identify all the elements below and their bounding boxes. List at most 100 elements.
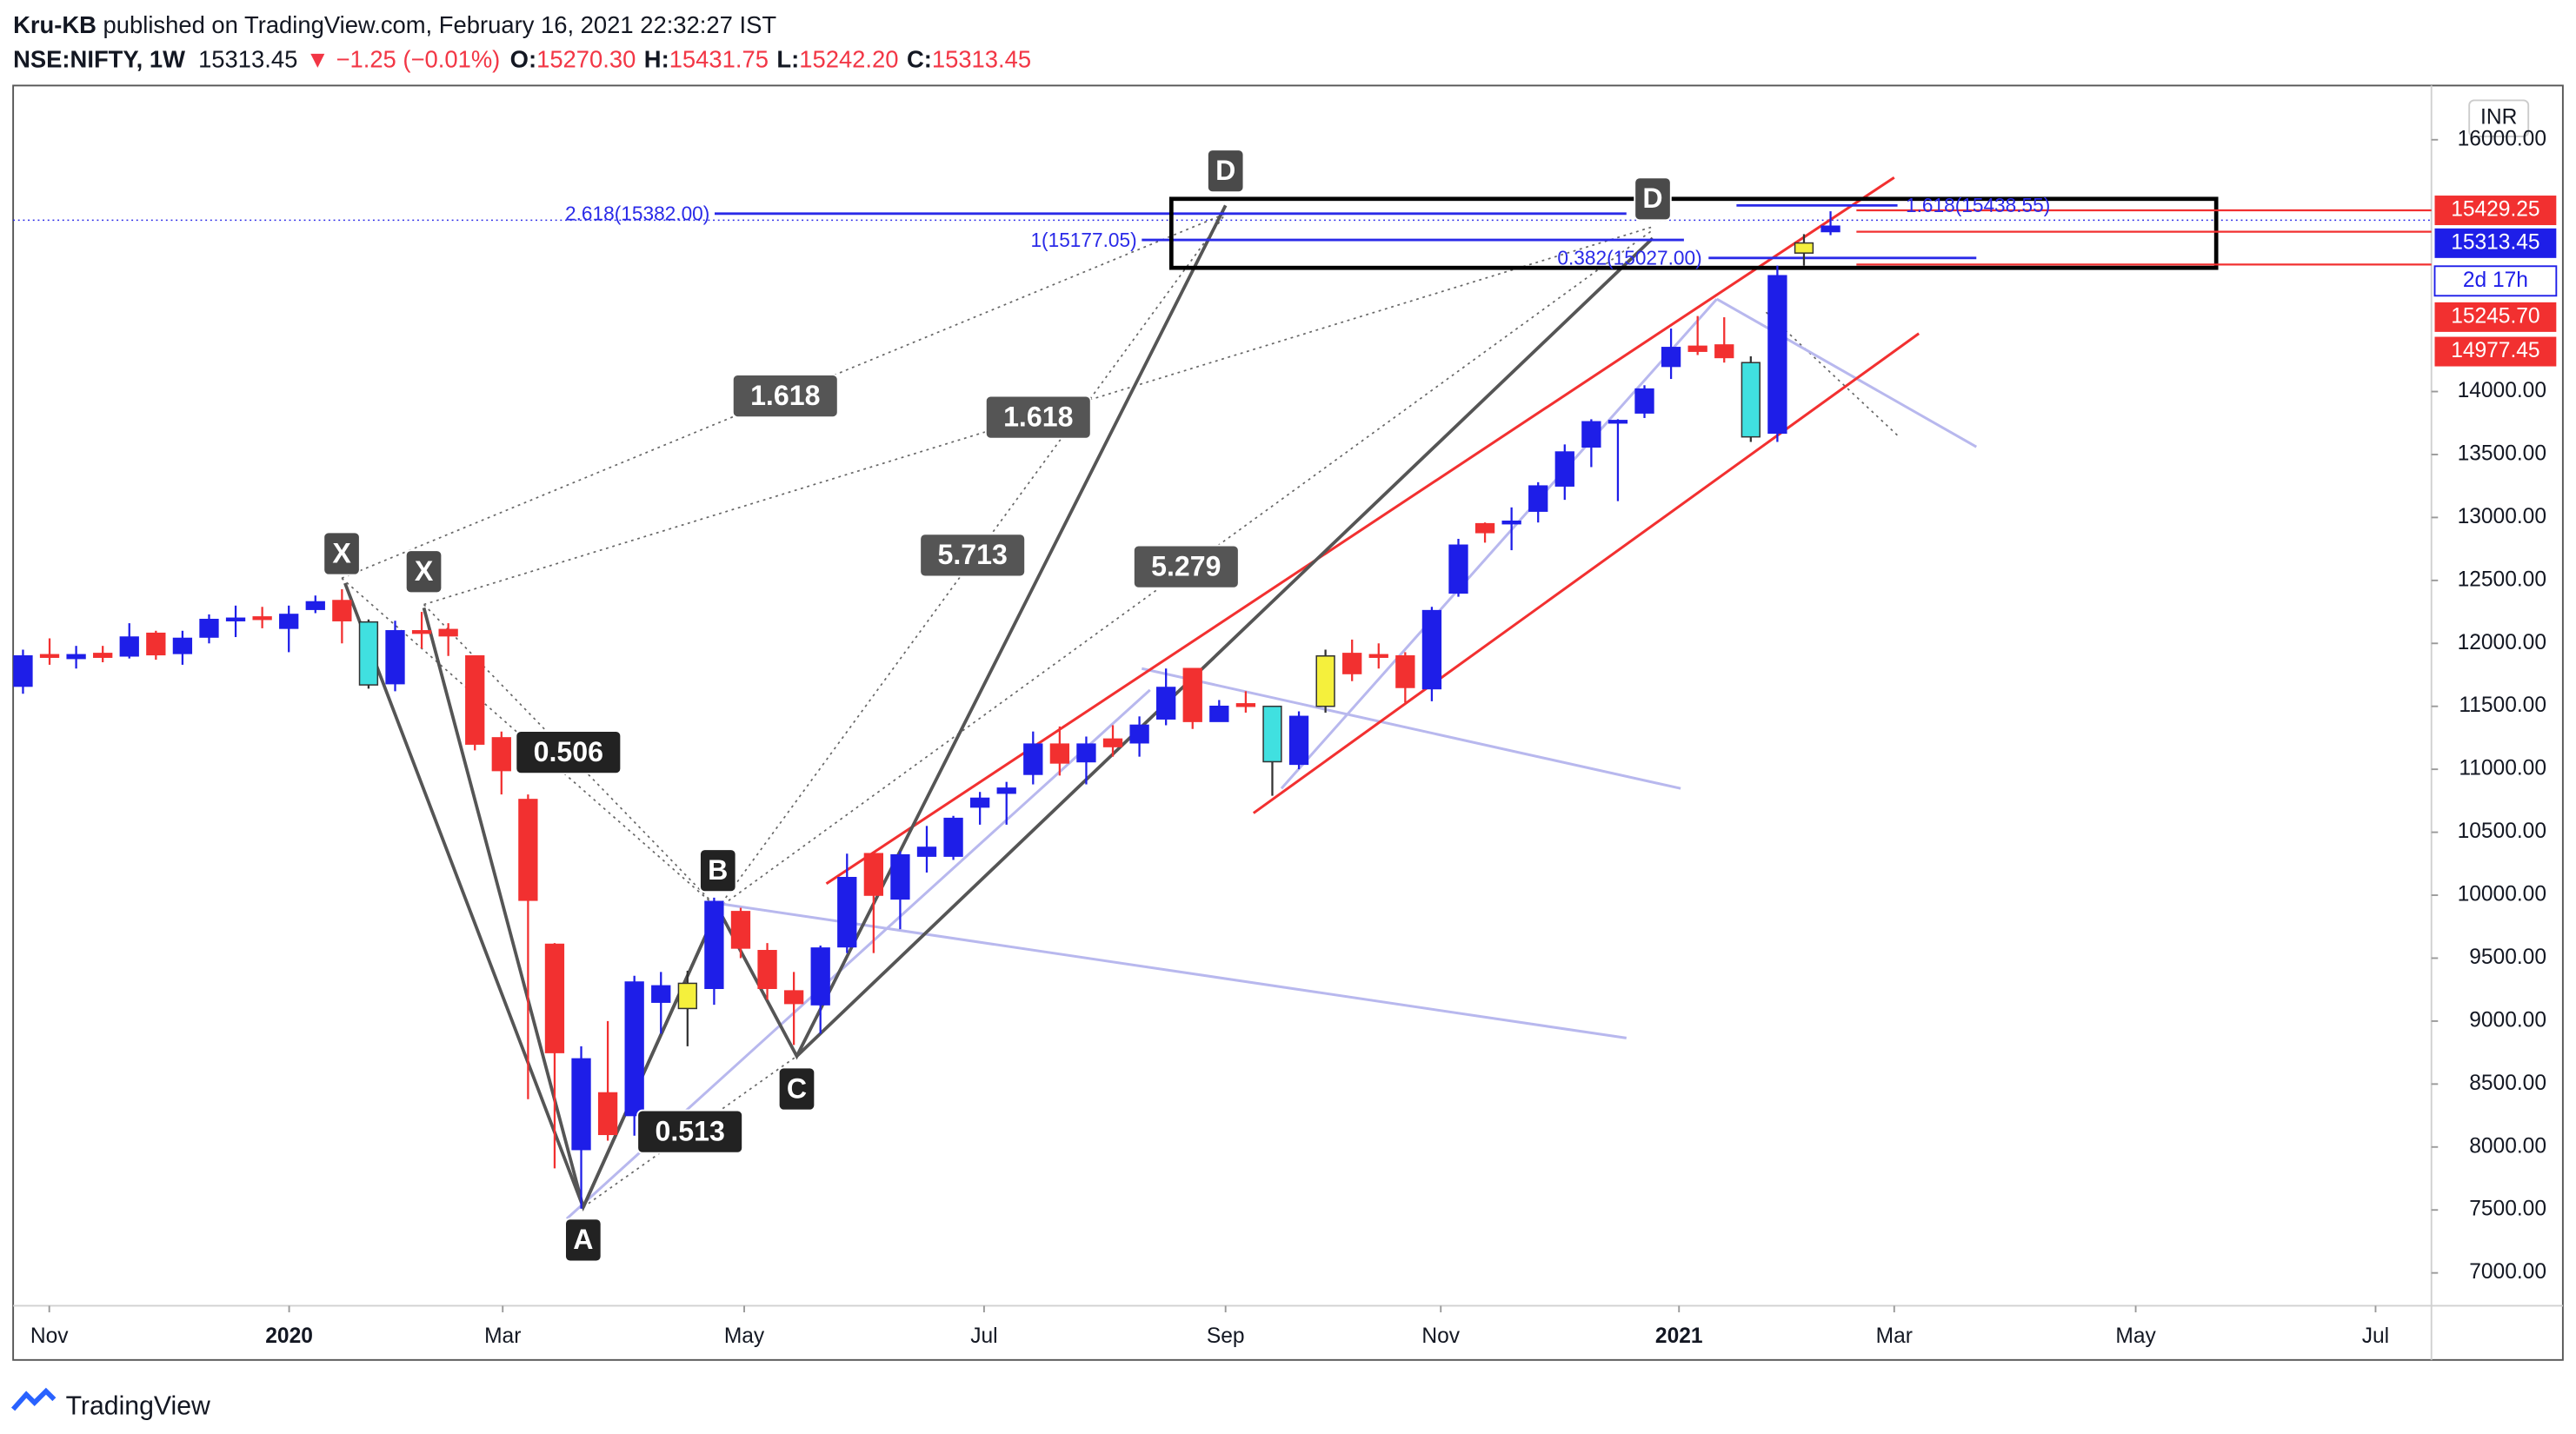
candle-body [93,653,113,658]
pattern-label: C [787,1072,807,1104]
candle-body [119,636,139,657]
pattern-label-box [515,730,622,775]
candle-body [1421,609,1442,690]
pattern-label-box [404,549,443,594]
y-tick-label: 9500.00 [2469,946,2546,969]
candle-body [1687,345,1707,352]
candle-body [438,628,458,637]
ratio-line [341,213,1227,580]
candle-body [465,655,485,745]
y-tick-label: 11500.00 [2459,694,2546,717]
ratio-line [423,226,1654,606]
c-label: C: [907,46,932,73]
candle-body [1501,520,1521,525]
pattern-label: 5.279 [1151,550,1221,581]
candle-body [651,985,671,1003]
x-tick-label: Nov [1421,1324,1460,1348]
candle-body [491,737,511,772]
pattern-label: 0.506 [534,736,603,767]
x-tick-label: Jul [2362,1324,2389,1348]
candle-body [810,947,830,1006]
candle-body [783,990,804,1005]
header-line-2: NSE:NIFTY, 1W 15313.45 ▼ −1.25 (−0.01%) O:1… [13,46,1031,73]
candle-body [279,614,299,629]
level-lines [1856,209,2432,266]
candle-body [1288,715,1309,766]
candle-body [1235,703,1256,707]
h-value: 15431.75 [669,46,769,73]
labels: 15429.25 15313.45 15245.70 14977.45 2d 17h X X… [323,149,2558,1263]
candle-body [225,617,246,621]
candle-body [66,654,86,660]
price-label: 15313.45 [2451,230,2539,254]
candle-body [916,846,937,857]
candle-body [1076,743,1096,763]
l-label: L: [776,46,799,73]
header-line-1: Kru-KB published on TradingView.com, Febr… [13,11,776,38]
candle-body [1741,362,1761,438]
candle-body [837,876,857,948]
candle-body [704,900,724,989]
x-tick-label: 2021 [1655,1324,1703,1348]
pattern-label-box [919,533,1027,578]
candle-body [1821,225,1840,233]
candle-body [518,799,538,901]
pattern-label-box [731,374,839,419]
y-axis: 7000.00 7500.00 8000.00 8500.00 9000.00 9500.… [2431,127,2546,1284]
candle-body [1608,420,1628,424]
pattern-label: 5.713 [938,539,1008,570]
currency: INR [2480,106,2517,129]
candle-body [757,950,777,989]
candle-body [1156,687,1176,720]
pattern-label-box [699,848,737,893]
pattern-label-box [1132,544,1240,589]
channel-line [1252,332,1920,814]
price-label: 15429.25 [2451,198,2539,222]
countdown-box [2433,265,2558,297]
candle-body [996,787,1016,794]
symbol: NSE:NIFTY, 1W [13,46,185,73]
footer: TradingView [10,1387,210,1421]
candle-body [1794,242,1814,254]
candle-body [1049,743,1070,764]
candle-body [863,853,883,896]
candle-body [332,600,352,621]
pattern-label-box [636,1109,744,1154]
trend-line [1280,298,1718,790]
candle-body [597,1092,618,1136]
candle-body [172,637,193,654]
y-tick-label: 9000.00 [2469,1008,2546,1032]
price-label: 14977.45 [2451,339,2539,362]
pattern-label: D [1642,183,1662,214]
y-tick-label: 7500.00 [2469,1198,2546,1221]
pattern-label: A [573,1224,593,1255]
fib-label: 0.382(15027.00) [1557,247,1701,269]
pattern-label: D [1215,155,1235,186]
channel [825,176,1920,886]
candle-body [571,1058,591,1151]
c-value: 15313.45 [932,46,1031,73]
pattern-label: 1.618 [1003,402,1073,433]
candle-body [1102,738,1123,747]
y-tick-label: 7000.00 [2469,1260,2546,1284]
candle-body [39,654,60,658]
candle-body [1634,388,1654,414]
candle-body [1209,705,1229,722]
candle-body [1395,655,1415,688]
candle-body [305,601,325,610]
pattern-label-box [777,1066,816,1112]
candle-body [1661,347,1681,368]
candle-body [1315,655,1335,707]
pattern-label: B [708,854,728,886]
o-value: 15270.30 [536,46,636,73]
trend-line [717,901,1627,1039]
candle-body [1182,667,1202,722]
y-tick-label: 10000.00 [2458,883,2546,906]
candle-body [890,853,910,900]
pattern-label-box [1634,176,1672,222]
countdown: 2d 17h [2463,269,2528,292]
y-tick-label: 13000.00 [2458,505,2546,528]
